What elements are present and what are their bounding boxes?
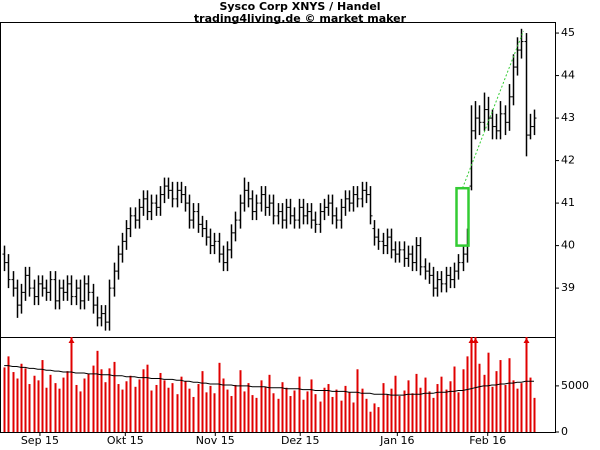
volume-average	[4, 365, 534, 396]
chart-title: Sysco Corp XNYS / Handel	[219, 0, 380, 13]
y-tick-label: 42	[561, 154, 575, 167]
overflow-arrow	[472, 338, 479, 343]
y-tick-label: 39	[561, 281, 575, 294]
overflow-arrow	[468, 338, 475, 343]
x-tick-label: Sep 15	[21, 434, 59, 447]
y-tick-label: 45	[561, 26, 575, 39]
volume-panel	[3, 337, 536, 432]
y-tick-label: 40	[561, 239, 575, 252]
x-tick-label: Nov 15	[196, 434, 235, 447]
y-tick-label: 43	[561, 111, 575, 124]
highlight-box	[455, 186, 470, 247]
y-tick-label: 41	[561, 196, 575, 209]
x-tick-label: Okt 15	[107, 434, 144, 447]
y-tick-label: 0	[561, 425, 568, 438]
overflow-arrow	[523, 338, 530, 343]
y-tick-label: 44	[561, 69, 575, 82]
y-tick-label: 5000	[561, 379, 589, 392]
x-tick-label: Jan 16	[379, 434, 414, 447]
overflow-arrow	[68, 338, 75, 343]
trendline	[462, 30, 524, 189]
plot-frame	[0, 22, 556, 433]
x-tick-label: Feb 16	[469, 434, 506, 447]
price-bars	[2, 28, 537, 331]
x-tick-label: Dez 15	[281, 434, 320, 447]
chart-subtitle: trading4living.de © market maker	[194, 12, 407, 25]
